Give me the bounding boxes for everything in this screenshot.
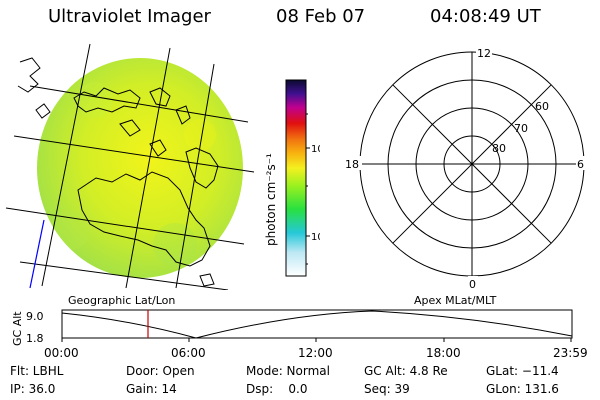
glon-info: GLon: 131.6 [486,382,559,396]
mlt-label-18: 18 [345,158,359,171]
meridian-line [29,219,45,289]
mode-info: Mode: Normal [246,364,330,378]
filter-info: Flt: LBHL [10,364,64,378]
altitude-curve [61,310,573,339]
app-title: Ultraviolet Imager [48,6,211,27]
dsp-info: Dsp: 0.0 [246,382,308,396]
altitude-ylabel: GC Alt [11,311,24,346]
glat-info: GLat: −11.4 [486,364,559,378]
lat-label-60: 60 [535,100,549,113]
xtick-1200: 12:00 [298,346,333,360]
altitude-timeline: GC Alt 9.0 1.8 00:00 06:00 12:00 18:00 2… [11,309,588,360]
colorbar-label: photon cm⁻²s⁻¹ [264,153,278,246]
altitude-ytick-1: 1.8 [26,332,44,345]
gain-info: Gain: 14 [126,382,177,396]
colorbar-tick-100: 100 [311,144,320,155]
polar-panel-caption: Apex MLat/MLT [414,294,497,307]
ip-info: IP: 36.0 [10,382,56,396]
coastline-outlines [17,57,219,287]
colorbar-tick-10: 10 [311,232,320,243]
polar-mlt-plot: 12 18 6 0 60 70 80 [344,46,588,291]
time-label: 04:08:49 UT [430,6,541,27]
graticule-lines [5,43,255,290]
xtick-0000: 00:00 [44,346,79,360]
colorbar: 100 10 photon cm⁻²s⁻¹ [264,79,320,277]
mlt-label-12: 12 [477,47,491,60]
xtick-2359: 23:59 [553,346,588,360]
colorbar-gradient [285,79,307,277]
mlt-label-6: 6 [577,158,584,171]
lat-label-70: 70 [514,122,528,135]
altitude-ytick-9: 9.0 [26,310,44,323]
xtick-1800: 18:00 [426,346,461,360]
date-label: 08 Feb 07 [276,6,366,27]
geographic-image-panel [5,43,255,290]
xtick-0600: 06:00 [171,346,206,360]
door-info: Door: Open [126,364,195,378]
geo-panel-caption: Geographic Lat/Lon [68,294,176,307]
mlt-label-0: 0 [469,278,476,291]
altitude-plot-frame [61,309,573,339]
gc-alt-info: GC Alt: 4.8 Re [364,364,448,378]
seq-info: Seq: 39 [364,382,410,396]
lat-label-80: 80 [492,142,506,155]
